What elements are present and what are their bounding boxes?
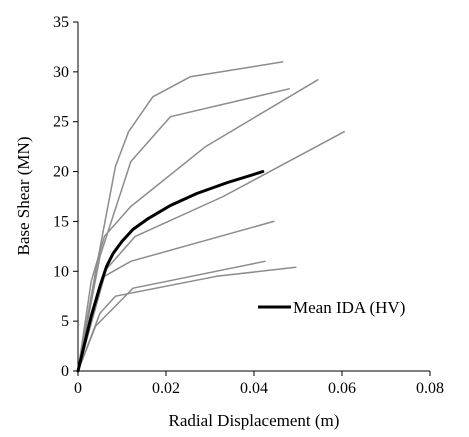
y-tick-label: 30 xyxy=(53,64,69,81)
y-tick-label: 10 xyxy=(53,263,69,280)
y-tick-label: 25 xyxy=(53,114,69,131)
legend: Mean IDA (HV) xyxy=(258,298,405,317)
record-ida-line-1 xyxy=(77,61,284,372)
record-ida-line-6 xyxy=(77,266,297,372)
record-ida-line-3 xyxy=(77,79,319,372)
record-ida-line-7 xyxy=(77,260,266,372)
x-tick-label: 0.04 xyxy=(240,380,268,397)
mean-ida-line xyxy=(76,170,265,373)
x-tick-label: 0.06 xyxy=(328,380,356,397)
record-ida-line-4 xyxy=(77,130,345,372)
x-axis-title: Radial Displacement (m) xyxy=(169,411,340,430)
y-axis-title: Base Shear (MN) xyxy=(14,137,33,256)
y-tick-label: 35 xyxy=(53,14,69,31)
tick-labels: 0 0.02 0.04 0.06 0.08 0 5 10 15 20 25 30 35 xyxy=(53,14,444,397)
y-tick-label: 0 xyxy=(61,363,69,380)
x-tick-label: 0 xyxy=(74,380,82,397)
y-tick-label: 20 xyxy=(53,164,69,181)
x-tick-label: 0.02 xyxy=(152,380,180,397)
legend-label-mean: Mean IDA (HV) xyxy=(293,298,405,317)
record-ida-line-5 xyxy=(77,220,275,372)
axes xyxy=(73,21,431,376)
x-tick-label: 0.08 xyxy=(416,380,444,397)
y-tick-label: 15 xyxy=(53,213,69,230)
y-tick-label: 5 xyxy=(61,313,69,330)
series-lines xyxy=(76,61,345,373)
record-ida-line-2 xyxy=(77,88,290,372)
